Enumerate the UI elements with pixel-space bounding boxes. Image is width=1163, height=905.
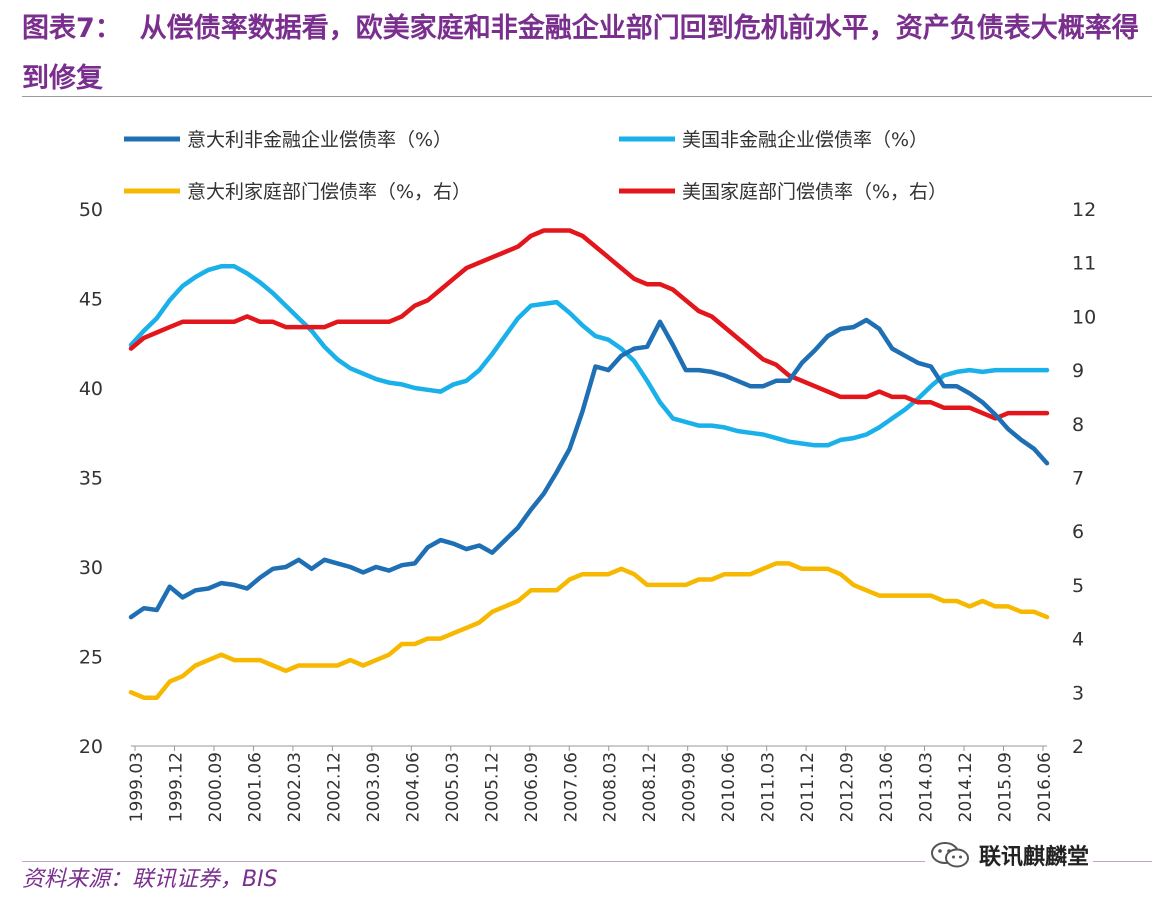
right-y-tick-label: 5 xyxy=(1072,575,1084,597)
x-tick-label: 2012.09 xyxy=(838,752,858,822)
left-y-tick-label: 50 xyxy=(79,199,103,221)
x-tick-label: 2002.03 xyxy=(285,752,305,822)
right-y-tick-label: 12 xyxy=(1072,199,1096,221)
x-tick-label: 2009.09 xyxy=(680,752,700,822)
x-tick-label: 2008.03 xyxy=(601,752,621,822)
series-line-2 xyxy=(128,561,1050,700)
x-tick-label: 2010.06 xyxy=(719,752,739,822)
x-tick-label: 2003.09 xyxy=(364,752,384,822)
footer-divider xyxy=(22,861,1152,862)
x-tick-label: 2016.06 xyxy=(1035,752,1055,822)
right-y-tick-label: 9 xyxy=(1072,360,1084,382)
x-tick-label: 2015.09 xyxy=(996,752,1016,822)
watermark: 联讯麒麟堂 xyxy=(925,838,1094,872)
legend-label: 美国家庭部门偿债率（%，右） xyxy=(682,181,947,203)
right-y-tick-label: 7 xyxy=(1072,468,1084,490)
x-tick-label: 2006.09 xyxy=(522,752,542,822)
right-y-tick-label: 3 xyxy=(1072,682,1084,704)
x-tick-label: 1999.03 xyxy=(127,752,147,822)
x-axis: 1999.03 1999.12 2000.09 2001.06 2002.03 2002.… xyxy=(127,745,1055,822)
watermark-text: 联讯麒麟堂 xyxy=(979,845,1090,870)
right-y-tick-label: 11 xyxy=(1072,253,1096,275)
x-tick-label: 2008.12 xyxy=(640,752,660,822)
legend-label: 美国非金融企业偿债率（%） xyxy=(682,129,928,151)
left-y-tick-label: 35 xyxy=(79,468,103,490)
plot-area xyxy=(128,228,1050,700)
series-line-1 xyxy=(128,264,1050,448)
x-tick-label: 2001.06 xyxy=(245,752,265,822)
left-y-tick-label: 25 xyxy=(79,647,103,669)
x-tick-label: 2005.03 xyxy=(443,752,463,822)
right-y-tick-label: 10 xyxy=(1072,306,1096,328)
chart-title: 图表7： 从偿债率数据看，欧美家庭和非金融企业部门回到危机前水平，资产负债表大概率… xyxy=(22,4,1152,104)
source-note: 资料来源：联讯证券，BIS xyxy=(22,867,278,892)
x-tick-label: 2004.06 xyxy=(403,752,423,822)
title-divider xyxy=(22,96,1152,97)
right-y-tick-label: 6 xyxy=(1072,521,1084,543)
right-y-tick-label: 2 xyxy=(1072,736,1084,758)
x-tick-label: 2005.12 xyxy=(482,752,502,822)
figure-label: 图表7： xyxy=(22,13,122,44)
left-y-tick-label: 40 xyxy=(79,378,103,400)
left-y-tick-label: 20 xyxy=(79,736,103,758)
x-tick-label: 2014.12 xyxy=(956,752,976,822)
right-y-tick-label: 8 xyxy=(1072,414,1084,436)
x-tick-label: 2014.03 xyxy=(917,752,937,822)
left-y-tick-label: 30 xyxy=(79,557,103,579)
right-y-axis: 2 3 4 5 6 7 8 9 10 11 12 xyxy=(1072,199,1096,758)
x-tick-label: 2011.03 xyxy=(759,752,779,822)
series-line-0 xyxy=(128,317,1050,620)
x-tick-label: 2007.06 xyxy=(561,752,581,822)
left-y-axis: 20 25 30 35 40 45 50 xyxy=(79,199,103,758)
right-y-tick-label: 4 xyxy=(1072,629,1084,651)
legend-label: 意大利家庭部门偿债率（%，右） xyxy=(187,181,471,203)
figure-title: 从偿债率数据看，欧美家庭和非金融企业部门回到危机前水平，资产负债表大概率得到修复 xyxy=(22,13,1139,94)
x-tick-label: 2002.12 xyxy=(324,752,344,822)
wechat-icon xyxy=(931,842,969,868)
x-tick-label: 2013.06 xyxy=(877,752,897,822)
x-tick-label: 2011.12 xyxy=(798,752,818,822)
x-tick-label: 2000.09 xyxy=(206,752,226,822)
legend: 意大利非金融企业偿债率（%） 美国非金融企业偿债率（%） 意大利家庭部门偿债率（%，… xyxy=(124,129,947,203)
legend-label: 意大利非金融企业偿债率（%） xyxy=(187,129,452,151)
left-y-tick-label: 45 xyxy=(79,289,103,311)
x-tick-label: 1999.12 xyxy=(166,752,186,822)
series-line-3 xyxy=(128,228,1050,421)
